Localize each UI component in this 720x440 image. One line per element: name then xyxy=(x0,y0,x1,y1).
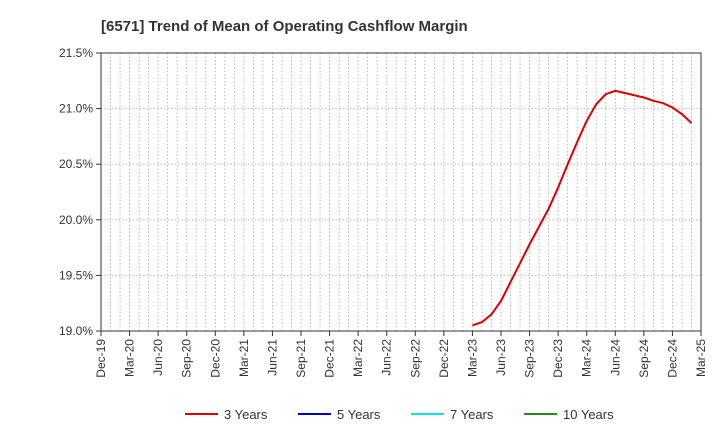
x-tick-label: Mar-21 xyxy=(237,339,251,377)
x-tick-label: Jun-21 xyxy=(265,339,279,376)
x-tick-label: Mar-25 xyxy=(694,339,708,377)
x-tick-label: Dec-22 xyxy=(437,339,451,378)
x-tick-label: Sep-22 xyxy=(408,339,422,378)
chart-title: [6571] Trend of Mean of Operating Cashfl… xyxy=(101,18,468,35)
x-tick-label: Sep-21 xyxy=(294,339,308,378)
x-tick-label: Mar-23 xyxy=(465,339,479,377)
x-tick-label: Mar-22 xyxy=(351,339,365,377)
x-tick-label: Mar-20 xyxy=(123,339,137,377)
x-tick-label: Dec-21 xyxy=(323,339,337,378)
y-tick-label: 19.5% xyxy=(59,268,93,282)
x-tick-label: Sep-23 xyxy=(523,339,537,378)
series-lines xyxy=(472,89,693,327)
x-tick-label: Sep-20 xyxy=(180,339,194,378)
legend-label: 7 Years xyxy=(450,407,494,422)
y-tick-label: 21.5% xyxy=(59,46,93,60)
axes: 21.5% 21.0% 20.5% 20.0% 19.5% 19.0%Dec-19 Mar-… xyxy=(59,46,708,378)
x-tick-label: Jun-24 xyxy=(608,339,622,376)
grid xyxy=(101,52,701,331)
x-tick-label: Dec-23 xyxy=(551,339,565,378)
x-tick-label: Dec-19 xyxy=(94,339,108,378)
x-tick-label: Dec-20 xyxy=(208,339,222,378)
y-tick-label: 20.0% xyxy=(59,213,93,227)
legend-label: 3 Years xyxy=(224,407,268,422)
y-tick-label: 21.0% xyxy=(59,102,93,116)
y-tick-label: 19.0% xyxy=(59,324,93,338)
x-tick-label: Dec-24 xyxy=(665,339,679,378)
x-tick-label: Jun-22 xyxy=(380,339,394,376)
x-tick-label: Jun-23 xyxy=(494,339,508,376)
legend-label: 5 Years xyxy=(337,407,381,422)
y-tick-label: 20.5% xyxy=(59,157,93,171)
legend: 3 Years 5 Years 7 Years 10 Years xyxy=(185,407,614,422)
series-line-3-years xyxy=(472,89,693,327)
x-tick-label: Mar-24 xyxy=(580,339,594,377)
x-tick-label: Jun-20 xyxy=(151,339,165,376)
x-tick-label: Sep-24 xyxy=(637,339,651,378)
legend-label: 10 Years xyxy=(563,407,614,422)
plot-frame xyxy=(100,52,702,332)
